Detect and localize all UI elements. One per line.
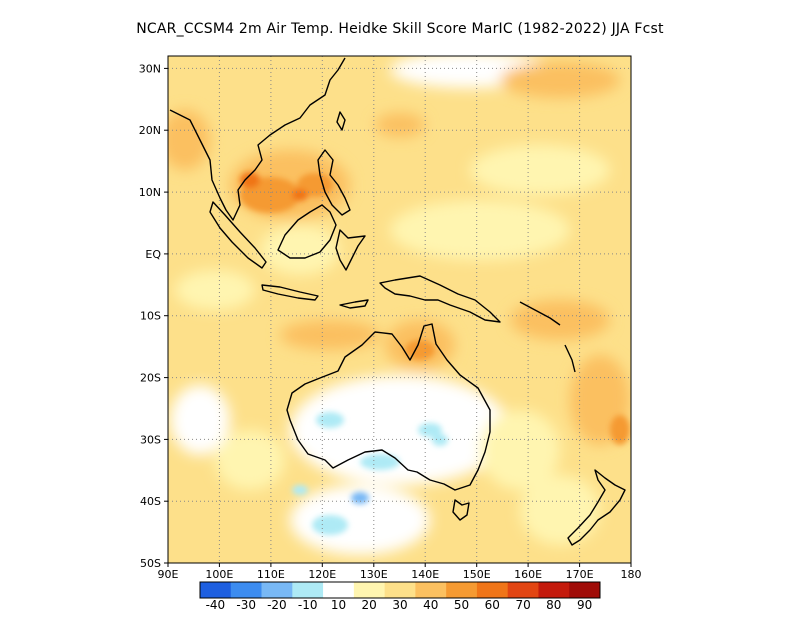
colorbar-swatch [261, 582, 293, 598]
borneo-coastline [277, 204, 337, 259]
new-zealand-coastline [567, 469, 626, 546]
lat-label-10s: 10S [140, 310, 161, 323]
colorbar-label: 90 [576, 598, 593, 612]
colorbar-label: -40 [205, 598, 226, 612]
lat-label-20n: 20N [139, 124, 161, 137]
taiwan-coastline [336, 111, 346, 131]
lon-label-110e: 110E [257, 568, 285, 581]
lon-label-130e: 130E [360, 568, 388, 581]
colorbar-label: 80 [546, 598, 562, 612]
lat-label-10n: 10N [139, 186, 161, 199]
colorbar-swatch [292, 582, 324, 598]
colorbar-label: 50 [453, 598, 470, 612]
colorbar-label: 70 [515, 598, 531, 612]
lon-label-100e: 100E [205, 568, 233, 581]
lat-label-30n: 30N [139, 62, 161, 75]
map-frame [167, 55, 632, 564]
indochina-coastline [169, 57, 346, 221]
colorbar-label: -30 [236, 598, 256, 612]
lon-ticks [167, 563, 632, 567]
lat-label-50s: 50S [140, 557, 161, 570]
philippines-coastline [317, 149, 351, 216]
colorbar-label: 10 [330, 598, 347, 612]
lon-label-140e: 140E [411, 568, 439, 581]
lat-label-40s: 40S [140, 495, 161, 508]
lat-label-eq: EQ [145, 248, 161, 261]
lon-label-90e: 90E [158, 568, 179, 581]
lon-label-150e: 150E [463, 568, 491, 581]
colorbar-swatch [323, 582, 355, 598]
graticule [168, 56, 631, 563]
colorbar-label: 60 [484, 598, 500, 612]
lon-label-180: 180 [621, 568, 642, 581]
shading-layer [168, 56, 631, 563]
lat-ticks [164, 67, 168, 564]
colorbar-swatch [507, 582, 539, 598]
australia-coastline [286, 323, 491, 491]
colorbar-label: 20 [361, 598, 377, 612]
sumatra-coastline [209, 201, 267, 269]
new-guinea-coastline [379, 275, 501, 323]
colorbar-swatch [230, 582, 262, 598]
java-coastline [261, 284, 319, 301]
timor-coastline [339, 299, 369, 309]
lon-label-170e: 170E [566, 568, 594, 581]
colorbar-swatch [200, 582, 232, 598]
colorbar-frame [199, 581, 601, 599]
colorbar-label: -10 [297, 598, 318, 612]
colorbar-label: 40 [423, 598, 439, 612]
colorbar-swatch [476, 582, 508, 598]
coastlines [169, 57, 626, 546]
colorbar-label: 30 [392, 598, 408, 612]
tasmania-coastline [452, 499, 470, 521]
lat-label-30s: 30S [140, 433, 161, 446]
colorbar-swatch [353, 582, 385, 598]
colorbar-label: -20 [267, 598, 287, 612]
colorbar-swatch [384, 582, 416, 598]
lon-label-160e: 160E [514, 568, 542, 581]
colorbar-swatch [415, 582, 447, 598]
colorbar-swatch [446, 582, 478, 598]
colorbar-swatch [569, 582, 601, 598]
colorbar-swatch [538, 582, 570, 598]
sulawesi-coastline [335, 229, 366, 271]
lon-label-120e: 120E [308, 568, 336, 581]
lat-label-20s: 20S [140, 372, 161, 385]
map-title: NCAR_CCSM4 2m Air Temp. Heidke Skill Sco… [136, 21, 664, 37]
colorbar [199, 581, 601, 599]
